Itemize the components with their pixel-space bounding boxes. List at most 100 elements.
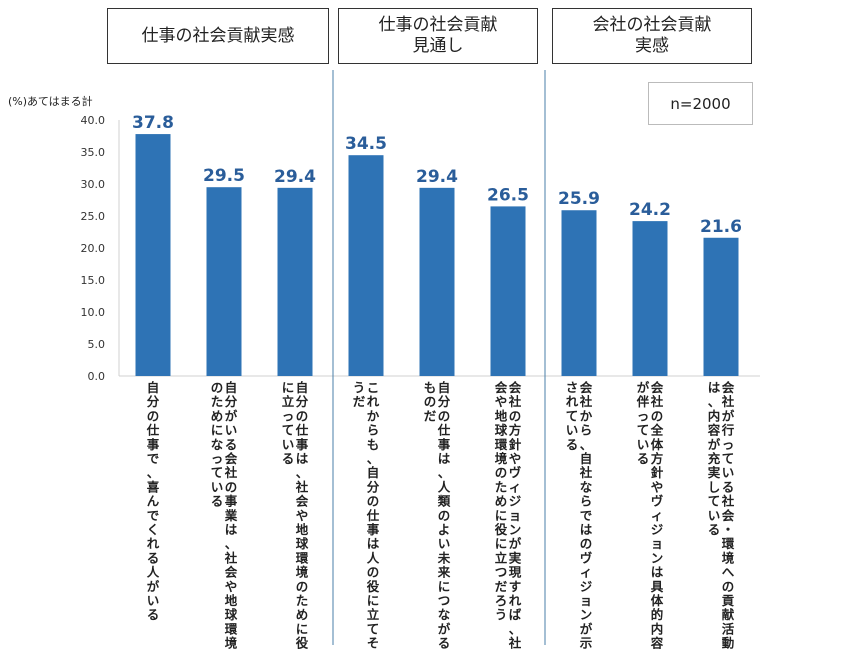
category-label-char: う <box>353 380 366 395</box>
category-label-char: れ <box>509 593 522 608</box>
category-label-char: 境 <box>296 565 309 580</box>
bar <box>348 155 384 376</box>
category-label-char: い <box>438 536 451 551</box>
category-label-char: そ <box>367 636 380 651</box>
category-label-char: 人 <box>147 565 160 580</box>
category-label-char: 地 <box>296 522 309 537</box>
category-label-char: 動 <box>722 636 735 651</box>
category-label-char: か <box>367 408 380 423</box>
category-label-char: の <box>438 408 451 423</box>
category-label-char: 役 <box>495 522 508 537</box>
category-label-char: い <box>722 465 735 480</box>
category-label-char: は <box>225 522 238 537</box>
bar <box>490 206 526 376</box>
category-label-char: 未 <box>437 550 451 565</box>
category-label-char: て <box>708 494 721 509</box>
category-label-char: な <box>580 479 593 494</box>
category-label-char: 球 <box>225 607 238 622</box>
category-label-char: に <box>296 621 309 636</box>
category-label-char: い <box>708 508 721 523</box>
category-label-char: よ <box>438 522 451 537</box>
category-label-char: ヴ <box>651 494 664 509</box>
bar-value-label: 24.2 <box>629 200 671 220</box>
category-label-char: 分 <box>225 394 238 409</box>
category-label-char: 的 <box>651 607 664 622</box>
category-label-char: い <box>211 479 224 494</box>
category-label-char: 立 <box>495 550 508 565</box>
category-label-char: の <box>509 408 522 423</box>
category-label-char: 体 <box>651 593 664 608</box>
category-label-char: 会 <box>495 380 508 395</box>
category-label-char: い <box>566 423 579 438</box>
category-label-char: つ <box>438 593 451 608</box>
category-label-char: 、 <box>438 465 451 480</box>
category-label-char: 全 <box>650 423 664 438</box>
category-label-char: 会 <box>722 380 735 395</box>
category-label-char: ・ <box>722 522 735 537</box>
category-label-char: な <box>438 607 451 622</box>
bar-value-label: 29.5 <box>203 166 245 186</box>
category-label-char: っ <box>282 408 295 423</box>
category-label-char: 自 <box>296 380 309 395</box>
category-label-char: 環 <box>495 437 508 452</box>
category-label-char: が <box>580 621 593 636</box>
y-tick-label: 25.0 <box>81 210 106 223</box>
category-label-char: 容 <box>707 423 721 438</box>
category-label-char: る <box>147 607 160 622</box>
category-label-char: ョ <box>580 593 593 608</box>
category-label-char: め <box>211 408 224 423</box>
header-company-contribution-feeling: 会社の社会貢献 実感 <box>552 8 752 64</box>
category-label-char: 仕 <box>146 423 160 438</box>
category-label-char: 針 <box>509 437 522 452</box>
category-label-char: 会 <box>225 451 238 466</box>
category-label-char: に <box>211 423 224 438</box>
category-label-char: 充 <box>708 451 721 466</box>
category-label-char: 環 <box>722 536 735 551</box>
category-label-char: ら <box>580 423 593 438</box>
category-label-char: 具 <box>650 579 664 594</box>
category-label-char: の <box>495 465 508 480</box>
category-label-char: つ <box>495 565 508 580</box>
category-label-char: 社 <box>721 394 735 409</box>
category-label-char: ン <box>651 550 664 565</box>
category-label-char: 境 <box>722 550 735 565</box>
category-label-char: は <box>651 565 664 580</box>
category-label-char: も <box>424 380 437 395</box>
category-label-char: 人 <box>438 479 451 494</box>
category-label-char: 自 <box>367 465 380 480</box>
category-label-char: 立 <box>282 394 295 409</box>
category-label-char: る <box>722 479 735 494</box>
category-label-char: ジ <box>651 522 664 537</box>
category-label-char: 社 <box>508 636 522 651</box>
y-tick-label: 30.0 <box>81 178 106 191</box>
category-label-char: 自 <box>225 380 238 395</box>
category-label-char: 社 <box>650 394 664 409</box>
category-label-char: し <box>708 479 721 494</box>
category-label-char: 実 <box>708 465 721 480</box>
category-label-char: 自 <box>147 380 160 395</box>
bar <box>632 221 668 376</box>
category-label-char: 仕 <box>295 423 309 438</box>
category-label-char: る <box>566 437 579 452</box>
category-label-char: ろ <box>495 593 508 608</box>
category-label-char: が <box>438 621 451 636</box>
category-label-char: た <box>211 394 224 409</box>
header-label: 会社の社会貢献 実感 <box>592 15 712 56</box>
category-label-char: や <box>225 579 238 594</box>
category-label-char: に <box>495 508 508 523</box>
category-label-char: 事 <box>367 522 380 537</box>
category-label-char: で <box>580 508 593 523</box>
category-label-char: 献 <box>722 607 735 622</box>
category-label-char: 分 <box>438 394 451 409</box>
category-label-char: の <box>296 408 309 423</box>
bar <box>277 187 313 376</box>
y-tick-label: 15.0 <box>81 274 106 287</box>
category-label-char: 自 <box>438 380 451 395</box>
category-label-char: 分 <box>367 479 380 494</box>
category-label-char: 、 <box>147 465 160 480</box>
bar <box>206 187 242 376</box>
category-label-char: 現 <box>509 565 522 580</box>
bar-value-label: 34.5 <box>345 134 387 154</box>
